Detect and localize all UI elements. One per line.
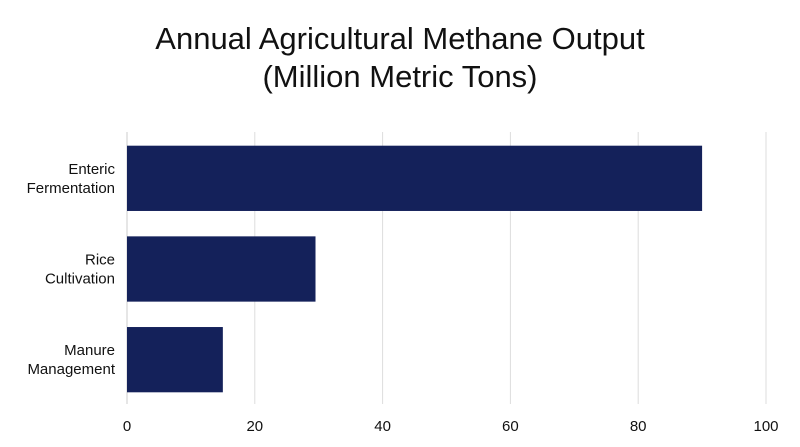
x-tick-label: 60 [502,418,519,435]
x-tick-label: 80 [630,418,647,435]
x-tick-label: 100 [753,418,778,435]
category-label: Manure [64,342,115,359]
category-label: Rice [85,252,115,269]
category-label: Enteric [68,161,115,178]
category-label: Cultivation [45,271,115,288]
chart-title-line-2: (Million Metric Tons) [262,59,538,94]
category-label: Fermentation [27,180,115,197]
bar [127,145,703,211]
chart-title-line-1: Annual Agricultural Methane Output [155,21,645,56]
x-tick-label: 20 [246,418,263,435]
bar [127,327,223,393]
bar [127,236,316,302]
x-tick-label: 0 [123,418,131,435]
category-label: Management [27,361,115,378]
x-tick-label: 40 [374,418,391,435]
